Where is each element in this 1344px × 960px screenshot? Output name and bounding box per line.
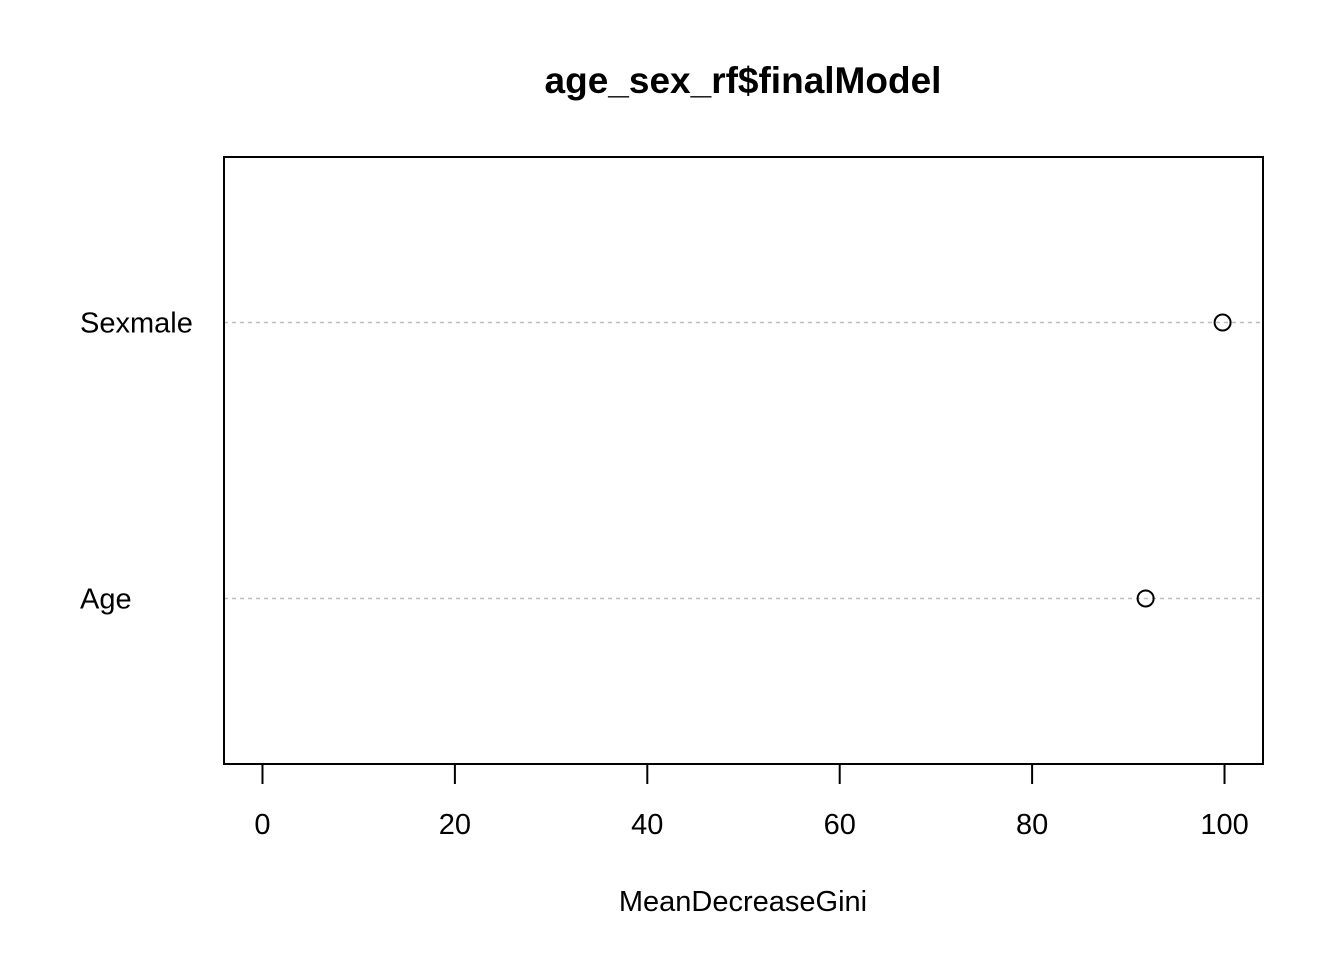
x-tick-label-60: 60 <box>824 809 856 841</box>
chart-title: age_sex_rf$finalModel <box>545 60 942 101</box>
category-label-age: Age <box>80 583 132 615</box>
x-tick-label-20: 20 <box>439 809 471 841</box>
x-axis: 0 20 40 60 80 100 <box>254 764 1249 841</box>
category-label-sexmale: Sexmale <box>80 308 193 340</box>
x-tick-label-100: 100 <box>1200 809 1248 841</box>
guide-lines <box>224 321 1263 600</box>
x-tick-label-40: 40 <box>631 809 663 841</box>
x-tick-label-80: 80 <box>1016 809 1048 841</box>
category-labels: Age Sexmale <box>80 308 193 616</box>
data-point-age <box>1136 589 1155 608</box>
x-axis-label: MeanDecreaseGini <box>619 886 867 918</box>
data-point-sexmale <box>1213 313 1232 332</box>
data-points <box>1136 313 1232 608</box>
x-tick-label-0: 0 <box>254 809 270 841</box>
plot-frame <box>223 156 1264 765</box>
